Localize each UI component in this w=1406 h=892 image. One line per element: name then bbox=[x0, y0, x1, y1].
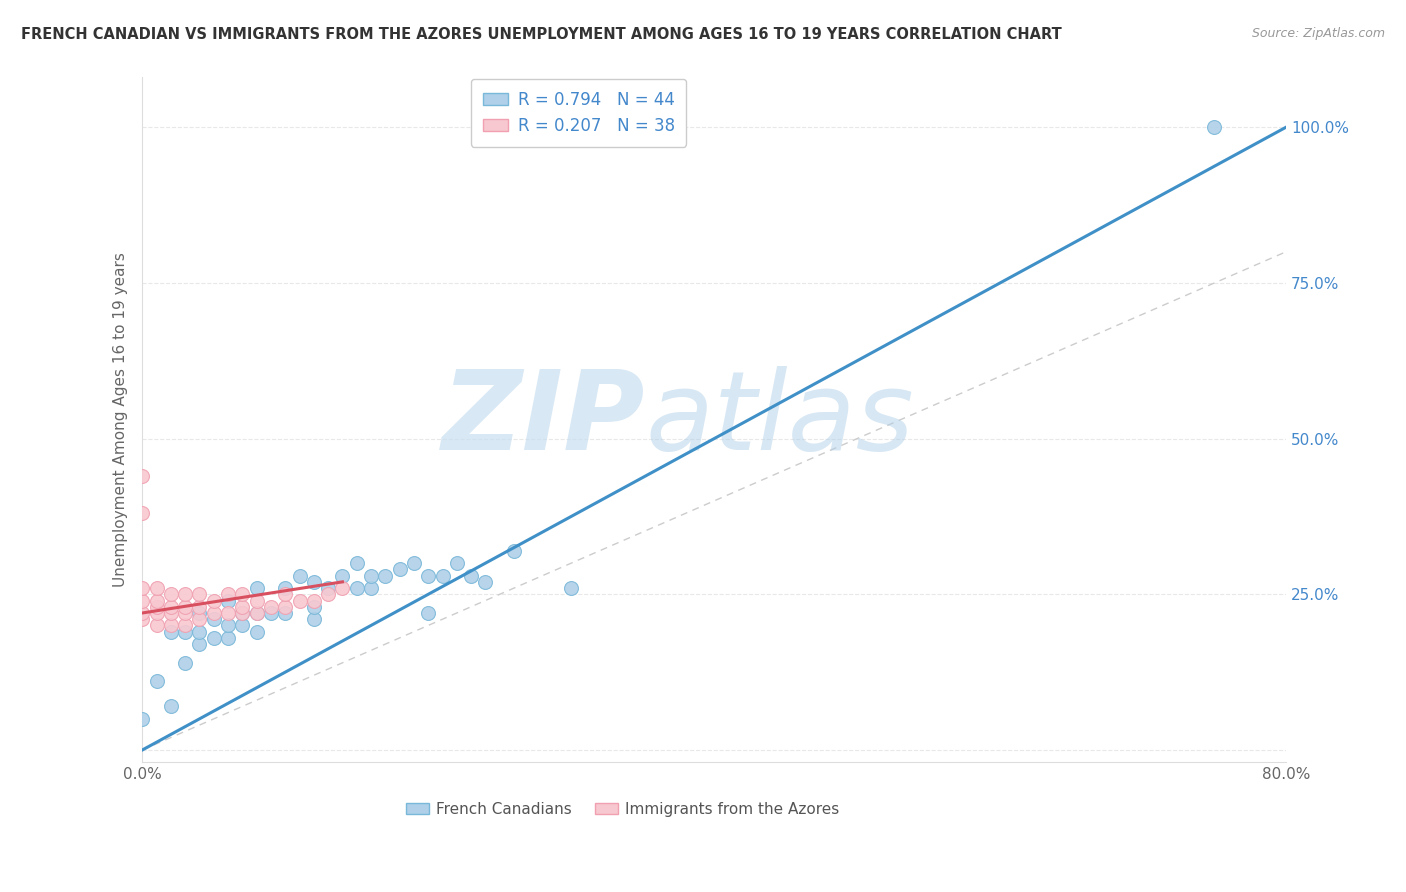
Point bbox=[145, 593, 167, 607]
Point bbox=[202, 612, 225, 626]
Point bbox=[202, 593, 225, 607]
Point bbox=[274, 581, 297, 595]
Point bbox=[145, 674, 167, 689]
Point bbox=[131, 506, 153, 520]
Point bbox=[374, 568, 396, 582]
Text: Source: ZipAtlas.com: Source: ZipAtlas.com bbox=[1251, 27, 1385, 40]
Point bbox=[332, 568, 354, 582]
Point bbox=[188, 637, 211, 651]
Point bbox=[160, 618, 183, 632]
Point bbox=[131, 612, 153, 626]
Point bbox=[316, 581, 339, 595]
Point bbox=[332, 581, 354, 595]
Point bbox=[1204, 120, 1226, 135]
Point bbox=[274, 606, 297, 620]
Point bbox=[217, 587, 239, 601]
Point bbox=[360, 568, 382, 582]
Point bbox=[188, 587, 211, 601]
Point bbox=[131, 581, 153, 595]
Point bbox=[145, 581, 167, 595]
Point bbox=[231, 606, 253, 620]
Point bbox=[217, 631, 239, 645]
Point bbox=[418, 568, 440, 582]
Point bbox=[202, 606, 225, 620]
Point bbox=[246, 581, 269, 595]
Point bbox=[460, 568, 482, 582]
Point bbox=[231, 587, 253, 601]
Point bbox=[202, 631, 225, 645]
Legend: French Canadians, Immigrants from the Azores: French Canadians, Immigrants from the Az… bbox=[399, 796, 846, 823]
Point bbox=[174, 618, 197, 632]
Point bbox=[474, 574, 496, 589]
Point bbox=[260, 599, 283, 614]
Point bbox=[503, 543, 526, 558]
Point bbox=[188, 612, 211, 626]
Point bbox=[217, 618, 239, 632]
Point bbox=[217, 593, 239, 607]
Text: FRENCH CANADIAN VS IMMIGRANTS FROM THE AZORES UNEMPLOYMENT AMONG AGES 16 TO 19 Y: FRENCH CANADIAN VS IMMIGRANTS FROM THE A… bbox=[21, 27, 1062, 42]
Point bbox=[288, 593, 311, 607]
Point bbox=[316, 587, 339, 601]
Point bbox=[231, 618, 253, 632]
Point bbox=[446, 556, 468, 570]
Point bbox=[217, 606, 239, 620]
Point bbox=[274, 599, 297, 614]
Point bbox=[174, 606, 197, 620]
Point bbox=[274, 587, 297, 601]
Point bbox=[188, 599, 211, 614]
Point bbox=[560, 581, 582, 595]
Point bbox=[246, 606, 269, 620]
Point bbox=[231, 606, 253, 620]
Point bbox=[131, 712, 153, 726]
Point bbox=[346, 581, 368, 595]
Point bbox=[145, 618, 167, 632]
Point bbox=[231, 599, 253, 614]
Point bbox=[260, 606, 283, 620]
Point bbox=[302, 593, 325, 607]
Point bbox=[131, 469, 153, 483]
Point bbox=[160, 599, 183, 614]
Point bbox=[160, 587, 183, 601]
Point bbox=[402, 556, 425, 570]
Point bbox=[418, 606, 440, 620]
Point bbox=[160, 624, 183, 639]
Point bbox=[174, 624, 197, 639]
Point bbox=[432, 568, 454, 582]
Point bbox=[188, 624, 211, 639]
Point bbox=[288, 568, 311, 582]
Point bbox=[160, 699, 183, 714]
Point bbox=[302, 612, 325, 626]
Point bbox=[302, 574, 325, 589]
Text: ZIP: ZIP bbox=[441, 367, 645, 474]
Point bbox=[360, 581, 382, 595]
Point bbox=[145, 606, 167, 620]
Point bbox=[388, 562, 411, 576]
Point bbox=[131, 593, 153, 607]
Point bbox=[145, 599, 167, 614]
Point bbox=[246, 624, 269, 639]
Point bbox=[174, 599, 197, 614]
Point bbox=[246, 593, 269, 607]
Point bbox=[174, 587, 197, 601]
Point bbox=[174, 656, 197, 670]
Point bbox=[246, 606, 269, 620]
Point bbox=[131, 606, 153, 620]
Point bbox=[346, 556, 368, 570]
Y-axis label: Unemployment Among Ages 16 to 19 years: Unemployment Among Ages 16 to 19 years bbox=[114, 252, 128, 587]
Point bbox=[188, 606, 211, 620]
Point bbox=[160, 606, 183, 620]
Point bbox=[302, 599, 325, 614]
Text: atlas: atlas bbox=[645, 367, 914, 474]
